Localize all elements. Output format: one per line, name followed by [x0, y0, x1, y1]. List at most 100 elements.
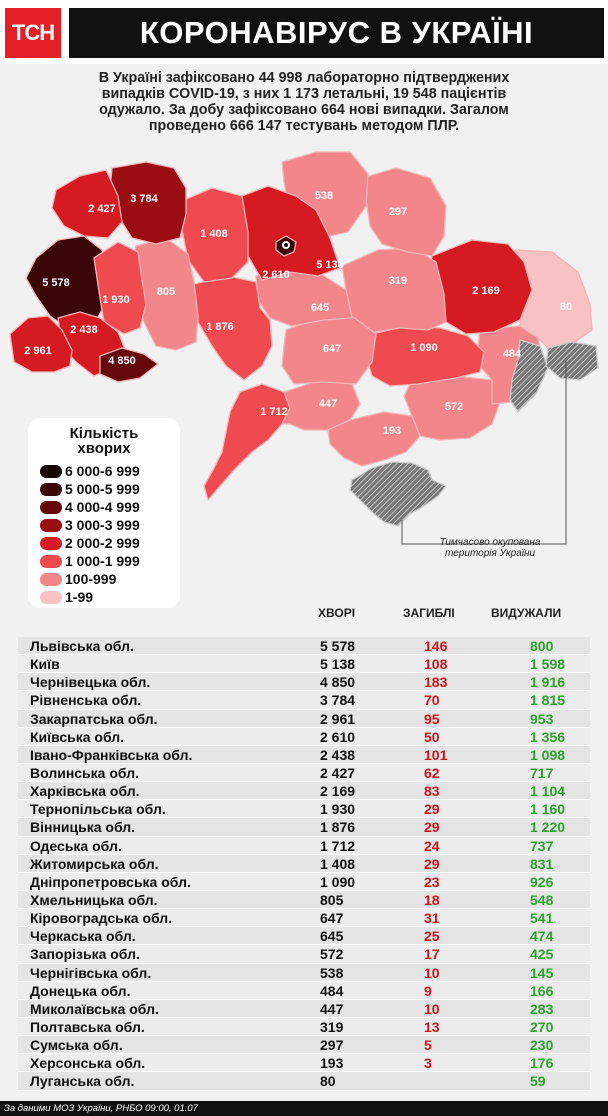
legend-title-line: Кількість — [69, 425, 139, 442]
deaths-cell: 24 — [424, 837, 440, 854]
table-row: Запорізька обл. 572 17 425 — [18, 945, 590, 964]
table-row: Донецька обл. 484 9 166 — [18, 981, 590, 1000]
table-row: Тернопільська обл. 1 930 29 1 160 — [18, 800, 590, 819]
cases-cell: 805 — [320, 891, 344, 908]
table-row: Чернівецька обл. 4 850 183 1 916 — [18, 673, 590, 692]
column-header-cases: ХВОРІ — [318, 606, 356, 620]
deaths-cell: 146 — [424, 638, 448, 654]
legend-item: 1 000-1 999 — [40, 552, 140, 570]
column-header-deaths: ЗАГИБЛІ — [403, 606, 455, 620]
recovered-cell: 1 916 — [530, 674, 566, 691]
cases-cell: 1 090 — [320, 873, 356, 890]
recovered-cell: 145 — [530, 964, 554, 981]
table-row: Сумська обл. 297 5 230 — [18, 1036, 590, 1055]
table-row: Житомирська обл. 1 408 29 831 — [18, 854, 590, 873]
region-cell: Вінницька обл. — [30, 819, 136, 836]
recovered-cell: 800 — [530, 638, 554, 654]
table-row: Миколаївська обл. 447 10 283 — [18, 999, 590, 1018]
ukraine-map: 5 578 5 138 4 850 3 784 2 961 2 610 2 43… — [9, 151, 599, 545]
table-row: Херсонська обл. 193 3 176 — [18, 1054, 590, 1073]
map-label-zaporizhzhia: 572 — [445, 401, 463, 413]
donetsk-occupied — [509, 339, 549, 413]
recovered-cell: 283 — [530, 1000, 554, 1017]
map-label-luhansk: 80 — [560, 301, 572, 313]
region-cell: Сумська обл. — [30, 1037, 123, 1054]
recovered-cell: 474 — [530, 928, 554, 945]
sumy-region — [361, 167, 447, 257]
cases-cell: 5 138 — [320, 656, 356, 673]
intro-line: В Україні зафіксовано 44 998 лабораторно… — [98, 70, 510, 86]
map-label-cherkasy: 645 — [311, 302, 329, 314]
legend-item: 3 000-3 999 — [40, 516, 140, 534]
stats-table: Львівська обл. 5 578 146 800 Київ 5 138 108 1 5… — [18, 637, 590, 1091]
table-row: Рівненська обл. 3 784 70 1 815 — [18, 691, 590, 710]
column-header-recovered: ВИДУЖАЛИ — [491, 606, 562, 620]
map-label-kyiv-region: 2 610 — [262, 269, 290, 281]
cases-cell: 2 961 — [320, 710, 356, 727]
table-row: Луганська обл. 80 59 — [18, 1072, 590, 1091]
deaths-cell: 13 — [424, 1018, 440, 1035]
cases-cell: 647 — [320, 910, 344, 927]
cases-cell: 447 — [320, 1000, 344, 1017]
table-row: Полтавська обл. 319 13 270 — [18, 1017, 590, 1037]
table-row: Одеська обл. 1 712 24 737 — [18, 836, 590, 855]
chernivtsi-region — [99, 347, 159, 383]
map-label-donetsk: 484 — [503, 348, 522, 360]
cases-cell: 4 850 — [320, 674, 356, 691]
map-label-lviv: 5 578 — [42, 277, 70, 289]
region-cell: Луганська обл. — [30, 1073, 135, 1090]
deaths-cell: 10 — [424, 1000, 440, 1017]
map-label-rivne: 3 784 — [130, 193, 158, 205]
table-row: Львівська обл. 5 578 146 800 — [18, 637, 590, 656]
recovered-cell: 737 — [530, 837, 554, 854]
cases-cell: 538 — [320, 964, 344, 981]
deaths-cell: 29 — [424, 855, 440, 872]
map-label-zakarpattia: 2 961 — [24, 345, 52, 357]
recovered-cell: 1 098 — [530, 746, 566, 763]
cases-cell: 3 784 — [320, 692, 356, 709]
map-label-kirovohrad: 647 — [323, 343, 341, 355]
cases-cell: 2 169 — [320, 783, 356, 800]
occupied-note-line: Тимчасово окупована — [439, 537, 541, 548]
odesa-region — [203, 383, 291, 501]
map-label-khmelnytskyi: 805 — [157, 286, 175, 298]
region-cell: Волинська обл. — [30, 764, 139, 781]
deaths-cell: 29 — [424, 819, 440, 836]
cases-cell: 2 438 — [320, 746, 356, 763]
recovered-cell: 717 — [530, 764, 554, 781]
header: ТСН КОРОНАВІРУС В УКРАЇНІ — [0, 0, 608, 64]
legend-swatch — [40, 536, 62, 550]
cases-cell: 297 — [320, 1037, 344, 1054]
recovered-cell: 1 220 — [530, 819, 566, 836]
cases-cell: 193 — [320, 1055, 344, 1072]
cases-cell: 1 876 — [320, 819, 356, 836]
map-label-mykolaiv: 447 — [319, 398, 337, 410]
region-cell: Чернівецька обл. — [30, 674, 151, 691]
deaths-cell: 70 — [424, 692, 440, 709]
legend-item: 100-999 — [40, 570, 116, 588]
recovered-cell: 953 — [530, 710, 554, 727]
recovered-cell: 176 — [530, 1055, 554, 1072]
deaths-cell: 62 — [424, 764, 440, 781]
cases-cell: 80 — [320, 1073, 336, 1090]
volyn-region — [51, 169, 123, 239]
region-cell: Хмельницька обл. — [30, 891, 158, 908]
map-label-dnipro: 1 090 — [410, 342, 438, 354]
map-label-sumy: 297 — [389, 206, 407, 218]
zaporizhzhia-region — [403, 375, 501, 441]
map-label-chernivtsi: 4 850 — [108, 355, 136, 367]
map-label-volyn: 2 427 — [88, 203, 116, 215]
deaths-cell: 50 — [424, 728, 440, 745]
legend-swatch — [40, 554, 62, 568]
deaths-cell: 83 — [424, 783, 440, 800]
table-row: Івано-Франківська обл. 2 438 101 1 098 — [18, 745, 590, 764]
region-cell: Херсонська обл. — [30, 1055, 146, 1072]
recovered-cell: 166 — [530, 982, 554, 999]
cases-cell: 2 610 — [320, 728, 356, 745]
deaths-cell: 108 — [424, 656, 448, 673]
table-row: Київ 5 138 108 1 598 — [18, 655, 590, 674]
legend-item: 6 000-6 999 — [40, 462, 140, 480]
occupied-note: Тимчасово окупована територія України — [420, 537, 560, 559]
table-row: Київська обл. 2 610 50 1 356 — [18, 727, 590, 746]
map-label-kherson: 193 — [383, 425, 401, 437]
